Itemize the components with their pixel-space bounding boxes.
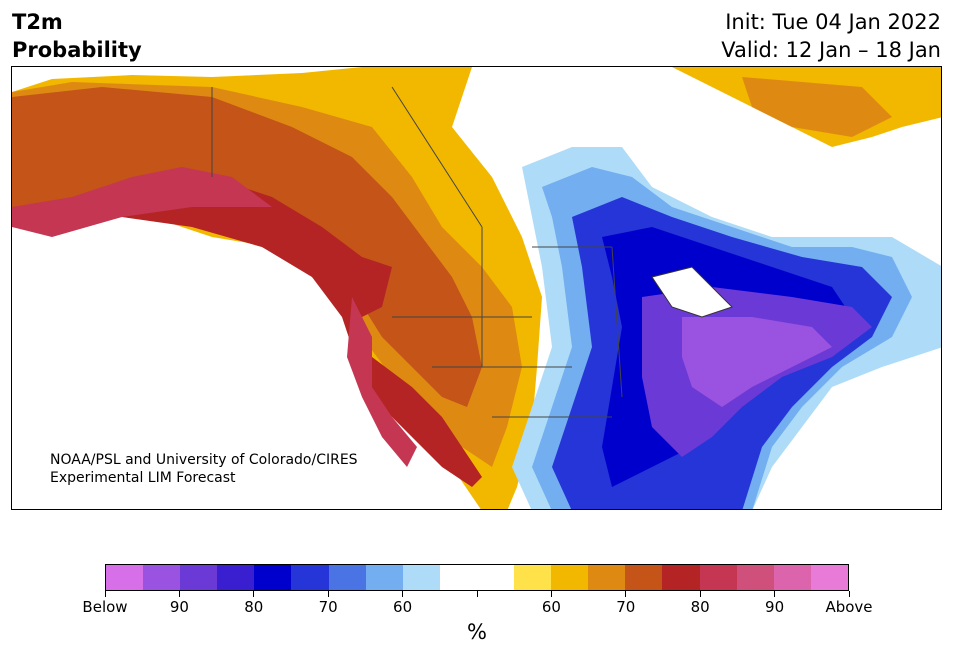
colorbar-tick-label: 80 [690,598,710,616]
colorbar-swatch [254,565,292,590]
map-graphic [12,67,941,509]
northeast-orange-patch [742,77,892,137]
colorbar-tick [327,591,329,597]
probability-colorbar [105,564,849,591]
colorbar-swatch [217,565,255,590]
colorbar-tick-label: Above [825,598,873,616]
colorbar-swatch [365,565,403,590]
colorbar-tick-label: Below [82,598,128,616]
colorbar-tick-label: 60 [393,598,413,616]
colorbar-tick-label: 90 [765,598,785,616]
colorbar-swatch [476,565,515,590]
colorbar-tick [178,591,180,597]
probability-map: NOAA/PSL and University of Colorado/CIRE… [11,66,942,510]
colorbar-swatch [402,565,440,590]
colorbar-swatch [662,565,700,590]
colorbar-tick [476,591,478,597]
colorbar-swatch [291,565,329,590]
colorbar-tick [550,591,552,597]
map-credit: NOAA/PSL and University of Colorado/CIRE… [50,451,358,487]
colorbar-swatch [106,565,144,590]
warm-region-rust [12,87,482,407]
colorbar-tick [104,591,106,597]
valid-date: Valid: 12 Jan – 18 Jan [721,38,941,62]
colorbar-tick [625,591,627,597]
colorbar-swatch [588,565,626,590]
colorbar-swatch [699,565,737,590]
init-date: Init: Tue 04 Jan 2022 [725,10,941,34]
colorbar-tick-label: 70 [616,598,636,616]
colorbar-swatch [180,565,218,590]
colorbar-tick-label: 70 [318,598,338,616]
colorbar-tick-label: 60 [541,598,561,616]
credit-line-1: NOAA/PSL and University of Colorado/CIRE… [50,452,358,468]
great-lakes [651,266,733,318]
colorbar-tick [848,591,850,597]
colorbar-swatch [736,565,774,590]
colorbar-swatch [143,565,181,590]
colorbar-tick [699,591,701,597]
colorbar-swatch [773,565,811,590]
colorbar-swatch [551,565,589,590]
colorbar-tick-label: 90 [169,598,189,616]
colorbar-tick-label: 80 [244,598,264,616]
colorbar-swatch [810,565,848,590]
colorbar-swatch [625,565,663,590]
colorbar-swatch [439,565,477,590]
colorbar-unit: % [467,620,487,644]
colorbar-tick [402,591,404,597]
colorbar-swatch [514,565,552,590]
colorbar-tick [774,591,776,597]
colorbar-tick [253,591,255,597]
credit-line-2: Experimental LIM Forecast [50,470,236,486]
colorbar-swatch [328,565,366,590]
border-lines [211,86,623,418]
map-title: T2m Probability [12,10,142,62]
forecast-dates: Init: Tue 04 Jan 2022 Valid: 12 Jan – 18… [721,8,941,64]
cold-region-violet [682,317,832,407]
